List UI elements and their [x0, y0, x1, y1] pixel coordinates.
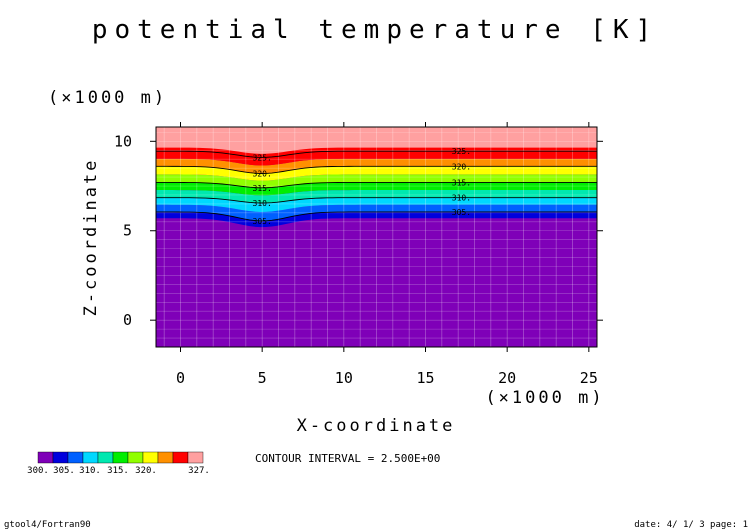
contour-label: 310.	[253, 199, 272, 208]
contour-label: 320.	[253, 170, 272, 179]
contour-label: 310.	[452, 194, 471, 203]
band-7	[156, 151, 597, 166]
colorbar: 300. 305. 310. 315. 320. 327.	[27, 451, 210, 476]
contour-label: 315.	[452, 178, 471, 187]
footer-right: date: 4/ 1/ 3 page: 1	[634, 520, 748, 530]
colorbar-swatch	[142, 451, 159, 464]
colorbar-swatch	[127, 451, 144, 464]
colorbar-label: 327.	[188, 466, 210, 476]
band-2	[156, 190, 597, 204]
colorbar-swatch	[112, 451, 129, 464]
colorbar-swatch	[157, 451, 174, 464]
band-0	[156, 204, 597, 221]
colorbar-swatch	[187, 451, 204, 464]
colorbar-swatch	[67, 451, 84, 464]
contour-line-315	[155, 181, 597, 189]
contour-line-310	[155, 197, 597, 204]
contour-label: 320.	[452, 162, 471, 171]
contour-label: 305.	[452, 208, 471, 217]
colorbar-label: 300.	[27, 466, 49, 476]
y-tick-label: 0	[123, 311, 132, 329]
x-tick-label: 25	[580, 369, 598, 387]
x-tick-label: 15	[416, 369, 434, 387]
colorbar-label: 320.	[135, 466, 157, 476]
x-tick-label: 20	[498, 369, 516, 387]
y-axis-unit: (×1000 m)	[48, 88, 167, 108]
colorbar-swatch	[37, 451, 54, 464]
contour-label: 305.	[253, 217, 272, 226]
contour-label: 325.	[452, 147, 471, 156]
y-tick-label: 10	[114, 132, 132, 150]
chart-title: potential temperature [K]	[92, 15, 658, 45]
band-5	[156, 166, 597, 181]
colorbar-swatch	[97, 451, 114, 464]
contour-label: 315.	[253, 184, 272, 193]
colorbar-label: 305.	[53, 466, 75, 476]
y-tick-label: 5	[123, 222, 132, 240]
footer-left: gtool4/Fortran90	[4, 520, 91, 530]
x-tick-label: 0	[176, 369, 185, 387]
colorbar-swatch	[82, 451, 99, 464]
band-325-red	[156, 147, 597, 158]
band-4	[156, 174, 597, 188]
x-axis-unit: (×1000 m)	[485, 388, 604, 408]
band-1	[156, 197, 597, 212]
x-axis-label: X-coordinate	[297, 416, 456, 436]
colorbar-label: 310.	[79, 466, 101, 476]
band-305	[156, 211, 597, 228]
contour-line-325	[155, 150, 597, 158]
contour-interval-text: CONTOUR INTERVAL = 2.500E+00	[255, 452, 440, 465]
contour-line-305	[155, 211, 597, 222]
contour-label: 325.	[253, 153, 272, 162]
plot-area: 305. 305. 310. 310. 315. 315. 320. 320. 325. 325.	[155, 126, 598, 348]
contour-line-320	[155, 165, 597, 174]
x-tick-labels: 0 5 10 15 20 25	[176, 122, 598, 387]
x-tick-label: 10	[335, 369, 353, 387]
colorbar-label: 315.	[107, 466, 129, 476]
x-tick-label: 5	[258, 369, 267, 387]
colorbar-swatch	[172, 451, 189, 464]
y-tick-labels: 0 5 10	[114, 132, 603, 329]
y-axis-label: Z-coordinate	[81, 158, 101, 317]
plot-frame	[155, 126, 598, 348]
band-3	[156, 182, 597, 196]
colorbar-swatch	[52, 451, 69, 464]
